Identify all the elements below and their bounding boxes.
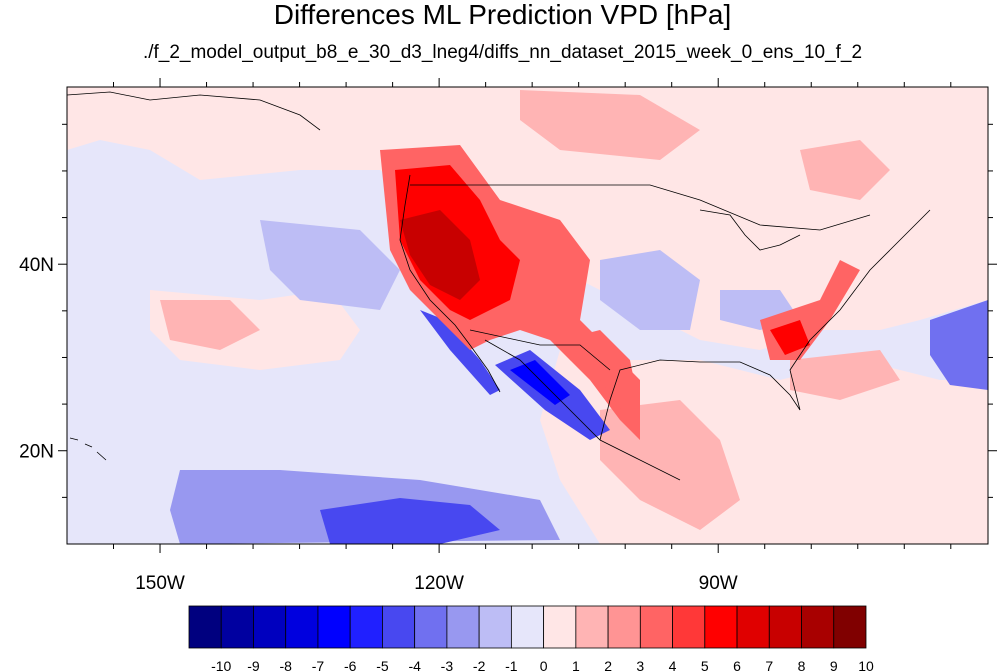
colorbar-label: 6 [733,658,741,672]
colorbar-swatch [801,605,835,649]
difference-field [67,87,988,544]
colorbar-label: -5 [376,658,389,672]
colorbar-swatch [833,605,867,649]
colorbar-label: 4 [669,658,677,672]
positive-region-texas [560,330,640,415]
colorbar-swatch [446,605,480,649]
colorbar-label: 2 [604,658,612,672]
colorbar-label: -7 [312,658,325,672]
mexico-coast-line [484,339,681,481]
colorbar-swatch [349,605,383,649]
colorbar-label: 5 [701,658,709,672]
lon-tick-label: 90W [699,573,738,594]
colorbar-swatch [672,605,706,649]
lat-tick-label: 20N [19,442,54,463]
colorbar-label: -6 [344,658,357,672]
strong-negative-region-tropical-pacific [320,498,500,544]
coastlines [67,91,931,481]
colorbar-label: -1 [505,658,518,672]
colorbar-label: 10 [858,658,874,672]
us-canada-border [410,184,871,231]
map-frame [66,86,989,545]
moderate-positive-patch-atlantic [790,350,900,400]
moderate-positive-patch-pacific [160,300,260,350]
lon-tick-label: 120W [414,573,464,594]
moderate-positive-patch-quebec [800,140,890,200]
negative-region-atlantic [930,300,988,390]
colorbar-label: -4 [408,658,421,672]
colorbar-swatch [414,605,448,649]
negative-region-eastern-pacific [260,220,400,310]
axis-labels: 150W 120W 90W 40N 20N [19,255,738,594]
colorbar-label: -10 [211,658,231,672]
colorbar-label: 0 [540,658,548,672]
colorbar-swatch [543,605,577,649]
colorbar-label: -2 [473,658,486,672]
gulf-coast-line [599,209,931,441]
colorbar-label: 1 [572,658,580,672]
west-coast-line [399,174,501,393]
colorbar-label: -3 [441,658,454,672]
negative-region-baja-coast [420,310,500,395]
moderate-positive-patch-canada [520,90,700,160]
lat-tick-label: 40N [19,255,54,276]
colorbar-swatch [736,605,770,649]
chart-subtitle: ./f_2_model_output_b8_e_30_d3_lneg4/diff… [142,42,863,63]
colorbar: -10 -9 -8 -7 -6 -5 -4 -3 -2 -1 0 1 2 3 4 5 6 7 8 9 10 [188,605,874,672]
colorbar-swatch [768,605,802,649]
colorbar-swatch [317,605,351,649]
strong-negative-region-gulf-california [510,360,570,405]
colorbar-label: 3 [636,658,644,672]
lon-tick-label: 150W [135,573,185,594]
us-mexico-border [469,329,611,371]
strong-positive-region-southeast-us [770,320,810,355]
axis-ticks [58,78,997,553]
very-strong-positive-region-california [400,210,480,300]
great-lakes [699,209,801,251]
chart-title: Differences ML Prediction VPD [hPa] [273,0,732,30]
colorbar-swatch [220,605,254,649]
colorbar-swatch [382,605,416,649]
colorbar-swatch [285,605,319,649]
colorbar-swatch [639,605,673,649]
colorbar-label: 7 [765,658,773,672]
colorbar-swatch [575,605,609,649]
colorbar-swatch [253,605,287,649]
colorbar-label: 8 [798,658,806,672]
colorbar-swatch [188,605,222,649]
alaska-coast [67,91,321,131]
colorbar-swatch [607,605,641,649]
colorbar-label: 9 [830,658,838,672]
colorbar-label: -9 [247,658,260,672]
negative-region-interior [600,250,700,330]
colorbar-swatch [704,605,738,649]
colorbar-swatch [478,605,512,649]
hawaii-islands [69,437,107,461]
light-positive-region-arctic [67,87,320,140]
colorbar-label: -8 [279,658,292,672]
colorbar-swatch [510,605,545,649]
